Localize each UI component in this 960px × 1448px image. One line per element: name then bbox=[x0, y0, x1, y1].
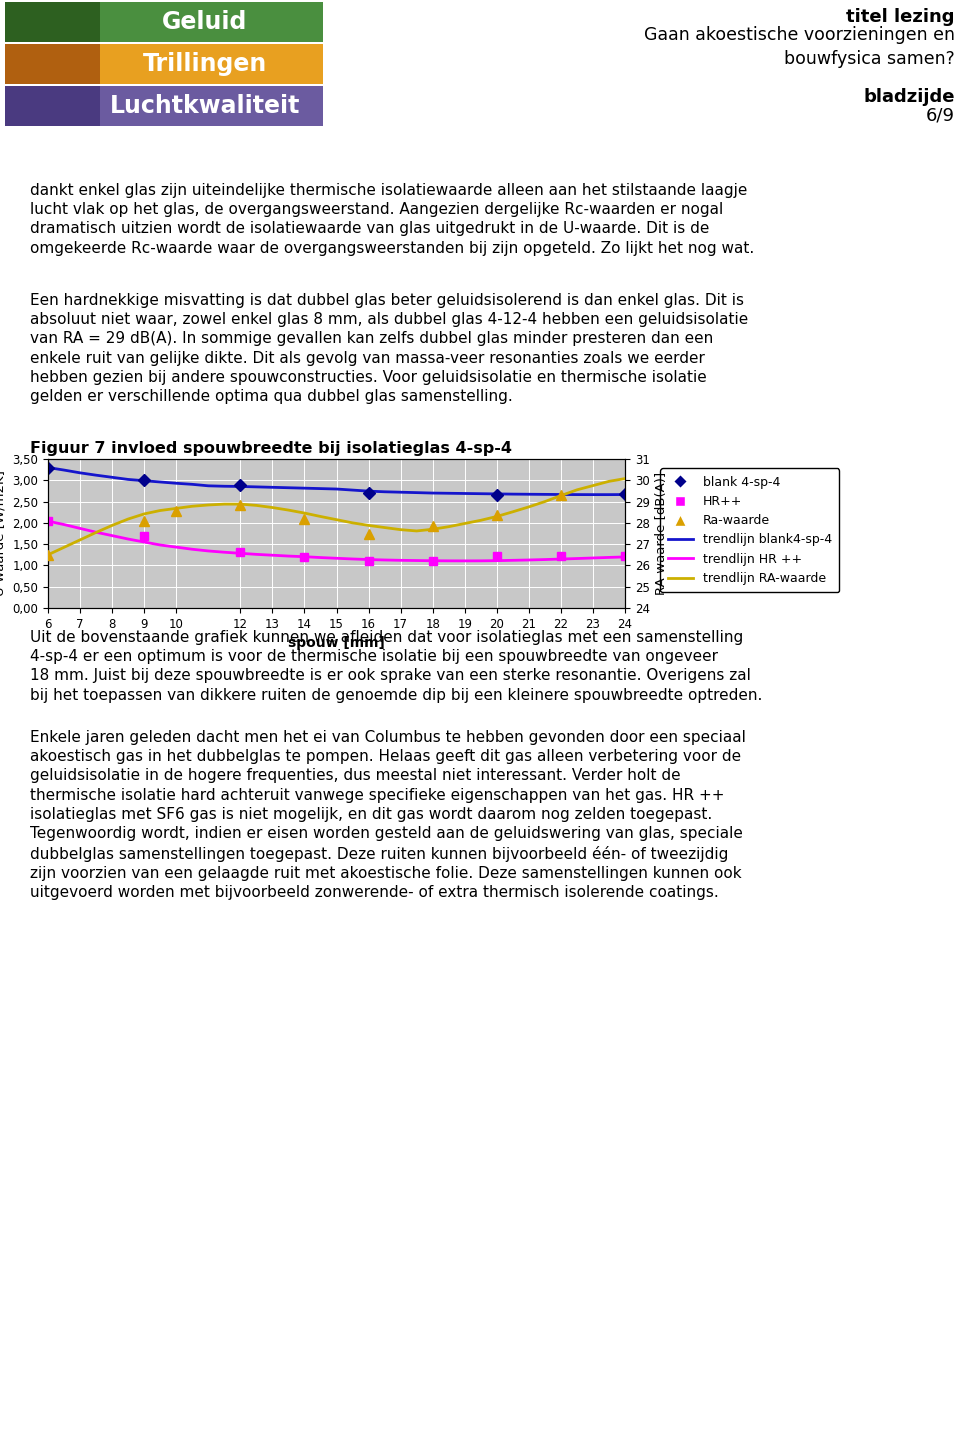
Text: titel lezing: titel lezing bbox=[847, 9, 955, 26]
Text: Een hardnekkige misvatting is dat dubbel glas beter geluidsisolerend is dan enke: Een hardnekkige misvatting is dat dubbel… bbox=[30, 292, 748, 404]
Legend: blank 4-sp-4, HR++, Ra-waarde, trendlijn blank4-sp-4, trendlijn HR ++, trendlijn: blank 4-sp-4, HR++, Ra-waarde, trendlijn… bbox=[660, 468, 839, 592]
Bar bbox=[5, 1, 100, 42]
Bar bbox=[5, 85, 100, 126]
Bar bbox=[5, 43, 323, 84]
Text: Uit de bovenstaande grafiek kunnen we afleiden dat voor isolatieglas met een sam: Uit de bovenstaande grafiek kunnen we af… bbox=[30, 630, 762, 702]
Text: Geluid: Geluid bbox=[162, 10, 248, 33]
Text: dankt enkel glas zijn uiteindelijke thermische isolatiewaarde alleen aan het sti: dankt enkel glas zijn uiteindelijke ther… bbox=[30, 182, 755, 256]
Y-axis label: U-waarde [W/m2K]: U-waarde [W/m2K] bbox=[0, 471, 7, 597]
X-axis label: spouw [mm]: spouw [mm] bbox=[288, 636, 385, 650]
Bar bbox=[5, 1, 323, 42]
Text: Gaan akoestische voorzieningen en
bouwfysica samen?: Gaan akoestische voorzieningen en bouwfy… bbox=[644, 26, 955, 68]
Text: Luchtkwaliteit: Luchtkwaliteit bbox=[109, 94, 300, 117]
Bar bbox=[5, 85, 323, 126]
Text: Figuur 7 invloed spouwbreedte bij isolatieglas 4-sp-4: Figuur 7 invloed spouwbreedte bij isolat… bbox=[30, 442, 512, 456]
Bar bbox=[5, 43, 100, 84]
Text: Trillingen: Trillingen bbox=[143, 52, 267, 75]
Text: 6/9: 6/9 bbox=[926, 107, 955, 125]
Y-axis label: RA-waarde [dB(A)]: RA-waarde [dB(A)] bbox=[656, 472, 668, 595]
Text: Enkele jaren geleden dacht men het ei van Columbus te hebben gevonden door een s: Enkele jaren geleden dacht men het ei va… bbox=[30, 730, 746, 901]
Text: bladzijde: bladzijde bbox=[863, 88, 955, 106]
